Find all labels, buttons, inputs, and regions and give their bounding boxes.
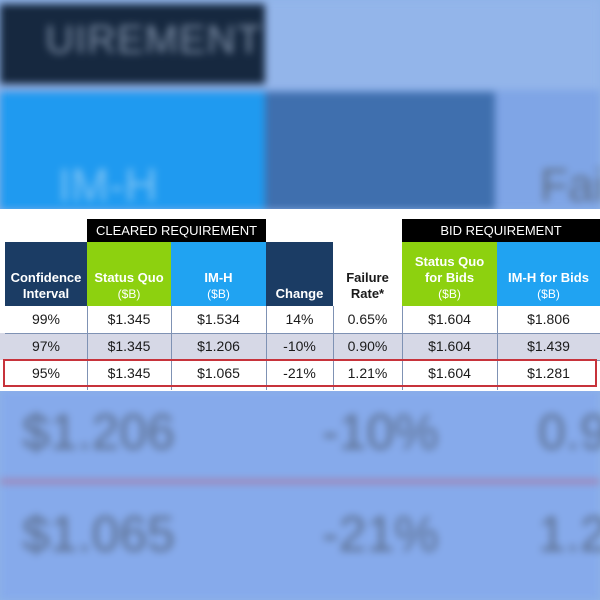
col-header-unit: ($B) bbox=[537, 287, 560, 301]
col-header-unit: ($B) bbox=[438, 287, 461, 301]
col-header-unit: ($B) bbox=[207, 287, 230, 301]
bg-row3-change: -21% bbox=[322, 506, 439, 562]
table-cell: $1.345 bbox=[107, 338, 151, 354]
table-cell: $1.534 bbox=[197, 311, 240, 327]
cleared-requirement-header: CLEARED REQUIREMENT bbox=[87, 219, 266, 242]
table-row: 95% $1.345 $1.065 -21% 1.21% $1.604 $1.281 bbox=[0, 360, 600, 387]
table-cell: 14% bbox=[285, 311, 314, 327]
bg-row3-failure: 1.2 bbox=[538, 506, 600, 562]
bg-row3-value: $1.065 bbox=[22, 506, 175, 562]
bg-imh-header bbox=[0, 92, 265, 210]
bg-heading-box bbox=[0, 4, 265, 84]
col-header-label: Status Quo bbox=[94, 270, 164, 285]
table-cell: 0.90% bbox=[347, 338, 388, 354]
table-cell: -21% bbox=[283, 365, 316, 381]
table-cell: $1.604 bbox=[428, 338, 471, 354]
table-cell: 95% bbox=[31, 365, 61, 381]
col-header-status-quo-bids: Status Quo for Bids ($B) bbox=[402, 242, 497, 306]
col-header-status-quo: Status Quo ($B) bbox=[87, 242, 171, 306]
col-header-label: IM-H bbox=[204, 270, 233, 285]
bid-requirement-header: BID REQUIREMENT bbox=[402, 219, 600, 242]
col-header-label: IM-H for Bids bbox=[508, 270, 589, 285]
table-cell: 97% bbox=[31, 338, 61, 354]
table-cell: $1.345 bbox=[107, 311, 151, 327]
table-cell: -10% bbox=[283, 338, 316, 354]
col-header-confidence-interval: Confidence Interval bbox=[5, 242, 87, 306]
table-row: 97% $1.345 $1.206 -10% 0.90% $1.604 $1.439 bbox=[0, 333, 600, 360]
table-cell: $1.281 bbox=[527, 365, 570, 381]
bg-highlight-line bbox=[0, 480, 600, 483]
table-cell: 99% bbox=[31, 311, 61, 327]
results-table: CLEARED REQUIREMENT BID REQUIREMENT Conf… bbox=[0, 209, 600, 391]
table-cell: 1.21% bbox=[347, 365, 388, 381]
bg-failure-text: Fai bbox=[540, 159, 600, 211]
col-header-imh-bids: IM-H for Bids ($B) bbox=[497, 242, 600, 306]
bg-imh-text: IM-H bbox=[58, 159, 158, 211]
table-cell: 0.65% bbox=[347, 311, 388, 327]
highlighted-row-outline bbox=[3, 359, 597, 387]
table-cell: $1.604 bbox=[428, 365, 471, 381]
row-divider bbox=[5, 333, 600, 334]
col-header-label: Confidence Interval bbox=[10, 270, 82, 301]
col-header-label: Status Quo for Bids bbox=[414, 254, 485, 285]
col-header-unit: ($B) bbox=[117, 287, 141, 301]
col-header-failure-rate: Failure Rate* bbox=[333, 242, 402, 306]
bg-row2-value: $1.206 bbox=[22, 404, 175, 460]
table-cell: $1.806 bbox=[527, 311, 570, 327]
bg-heading-text: UIREMENT bbox=[45, 18, 262, 62]
table-cell: $1.065 bbox=[197, 365, 240, 381]
col-header-change: Change bbox=[266, 242, 333, 306]
table-cell: $1.439 bbox=[527, 338, 570, 354]
col-header-label: Failure Rate* bbox=[346, 270, 389, 301]
bg-row2-failure: 0.9 bbox=[538, 404, 600, 460]
table-cell: $1.206 bbox=[197, 338, 240, 354]
col-header-label: Change bbox=[275, 286, 324, 301]
table-row: 99% $1.345 $1.534 14% 0.65% $1.604 $1.806 bbox=[0, 306, 600, 333]
table-cell: $1.345 bbox=[107, 365, 151, 381]
bg-change-header bbox=[265, 92, 495, 210]
bg-row2-change: -10% bbox=[322, 404, 439, 460]
table-cell: $1.604 bbox=[428, 311, 471, 327]
col-header-imh: IM-H ($B) bbox=[171, 242, 266, 306]
